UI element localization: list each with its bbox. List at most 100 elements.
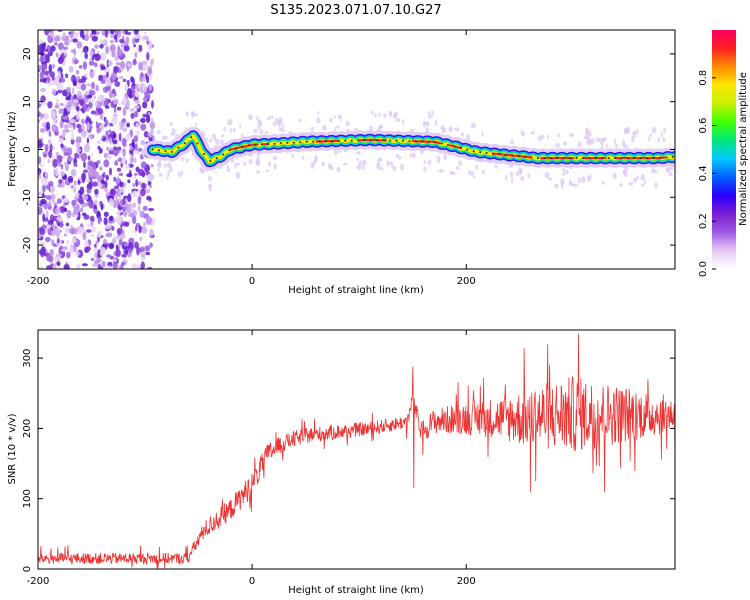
halo-speck <box>633 177 637 183</box>
noise-speck <box>122 148 126 158</box>
noise-speck <box>56 198 63 204</box>
noise-speck <box>126 122 130 128</box>
noise-speck <box>133 44 136 48</box>
noise-speck <box>87 134 93 139</box>
noise-speck <box>38 266 43 269</box>
noise-speck <box>56 154 63 163</box>
noise-speck <box>137 168 145 176</box>
noise-speck <box>104 99 109 107</box>
ridge-dot <box>594 157 597 160</box>
ridge-dot <box>292 141 295 144</box>
halo-speck <box>378 124 384 129</box>
halo-speck <box>434 119 438 127</box>
noise-speck <box>116 106 122 111</box>
noise-speck <box>114 81 121 87</box>
halo-speck <box>374 113 377 118</box>
noise-speck <box>128 247 133 254</box>
halo-speck <box>314 155 318 163</box>
noise-speck <box>52 158 58 168</box>
noise-speck <box>111 51 116 58</box>
ridge-dot <box>164 150 167 153</box>
noise-speck <box>60 78 66 83</box>
halo-speck <box>333 149 338 156</box>
noise-speck <box>63 207 67 212</box>
halo-speck <box>481 131 484 137</box>
noise-speck <box>74 192 79 198</box>
halo-speck <box>460 132 465 137</box>
noise-speck <box>47 205 52 210</box>
ridge-dot <box>575 157 578 160</box>
halo-speck <box>316 117 321 124</box>
noise-speck <box>89 49 94 58</box>
noise-speck <box>87 98 94 103</box>
halo-speck <box>228 118 233 126</box>
noise-speck <box>94 259 99 264</box>
snr-x-axis-label: Height of straight line (km) <box>288 585 424 596</box>
halo-speck <box>530 131 535 135</box>
noise-speck <box>113 113 118 118</box>
halo-speck <box>213 136 217 142</box>
noise-speck <box>63 123 70 129</box>
halo-speck <box>358 160 362 167</box>
spectrogram-x-tick-label: 200 <box>457 276 476 287</box>
colorbar-tick-label: 0.8 <box>698 70 709 86</box>
halo-speck <box>452 172 456 176</box>
halo-speck <box>586 140 590 146</box>
noise-speck <box>111 72 117 81</box>
halo-speck <box>379 166 384 171</box>
ridge-dot <box>247 144 250 147</box>
noise-speck <box>113 176 116 182</box>
noise-speck <box>138 45 143 52</box>
halo-speck <box>562 172 566 177</box>
noise-speck <box>104 187 108 193</box>
noise-speck <box>118 172 124 176</box>
noise-speck <box>118 76 124 80</box>
noise-speck <box>62 34 66 41</box>
colorbar-label: Normalized spectral amplitude <box>738 72 749 226</box>
noise-speck <box>139 210 145 218</box>
noise-speck <box>97 95 103 103</box>
halo-speck <box>235 162 241 166</box>
noise-speck <box>100 203 104 211</box>
noise-speck <box>84 52 88 60</box>
ridge-hot-segment <box>449 144 462 149</box>
halo-speck <box>278 117 283 124</box>
halo-speck <box>322 125 326 131</box>
ridge-dot <box>402 139 405 142</box>
snr-y-axis-label: SNR (10 * v/v) <box>7 413 18 484</box>
noise-speck <box>125 133 132 141</box>
noise-speck <box>119 126 124 130</box>
colorbar-gradient <box>712 30 736 269</box>
halo-speck <box>298 118 302 123</box>
noise-speck <box>140 188 146 197</box>
noise-speck <box>142 205 148 211</box>
ridge-dot <box>196 142 199 145</box>
noise-speck <box>80 131 87 138</box>
noise-speck <box>90 153 94 157</box>
noise-speck <box>132 190 138 198</box>
noise-speck <box>94 100 98 107</box>
noise-speck <box>63 152 70 156</box>
colorbar: 0.0 0.2 0.4 0.6 0.8 Normalized spectral ampl… <box>698 30 749 277</box>
noise-speck <box>41 200 45 205</box>
halo-speck <box>473 175 476 179</box>
noise-speck <box>52 227 57 236</box>
halo-speck <box>226 168 231 173</box>
noise-speck <box>51 223 56 229</box>
noise-speck <box>104 30 109 38</box>
halo-speck <box>511 178 514 184</box>
noise-speck <box>41 224 47 230</box>
ridge-dot <box>209 160 212 162</box>
halo-speck <box>321 162 326 166</box>
colorbar-tick-label: 0.6 <box>698 118 709 134</box>
noise-speck <box>119 38 125 44</box>
halo-speck <box>333 115 336 119</box>
noise-speck <box>97 107 104 115</box>
noise-speck <box>45 195 52 200</box>
ridge-dot <box>273 142 276 145</box>
noise-speck <box>108 90 113 99</box>
noise-speck <box>112 152 118 156</box>
halo-speck <box>339 116 342 122</box>
noise-speck <box>139 236 143 242</box>
ridge-dot <box>633 157 636 160</box>
